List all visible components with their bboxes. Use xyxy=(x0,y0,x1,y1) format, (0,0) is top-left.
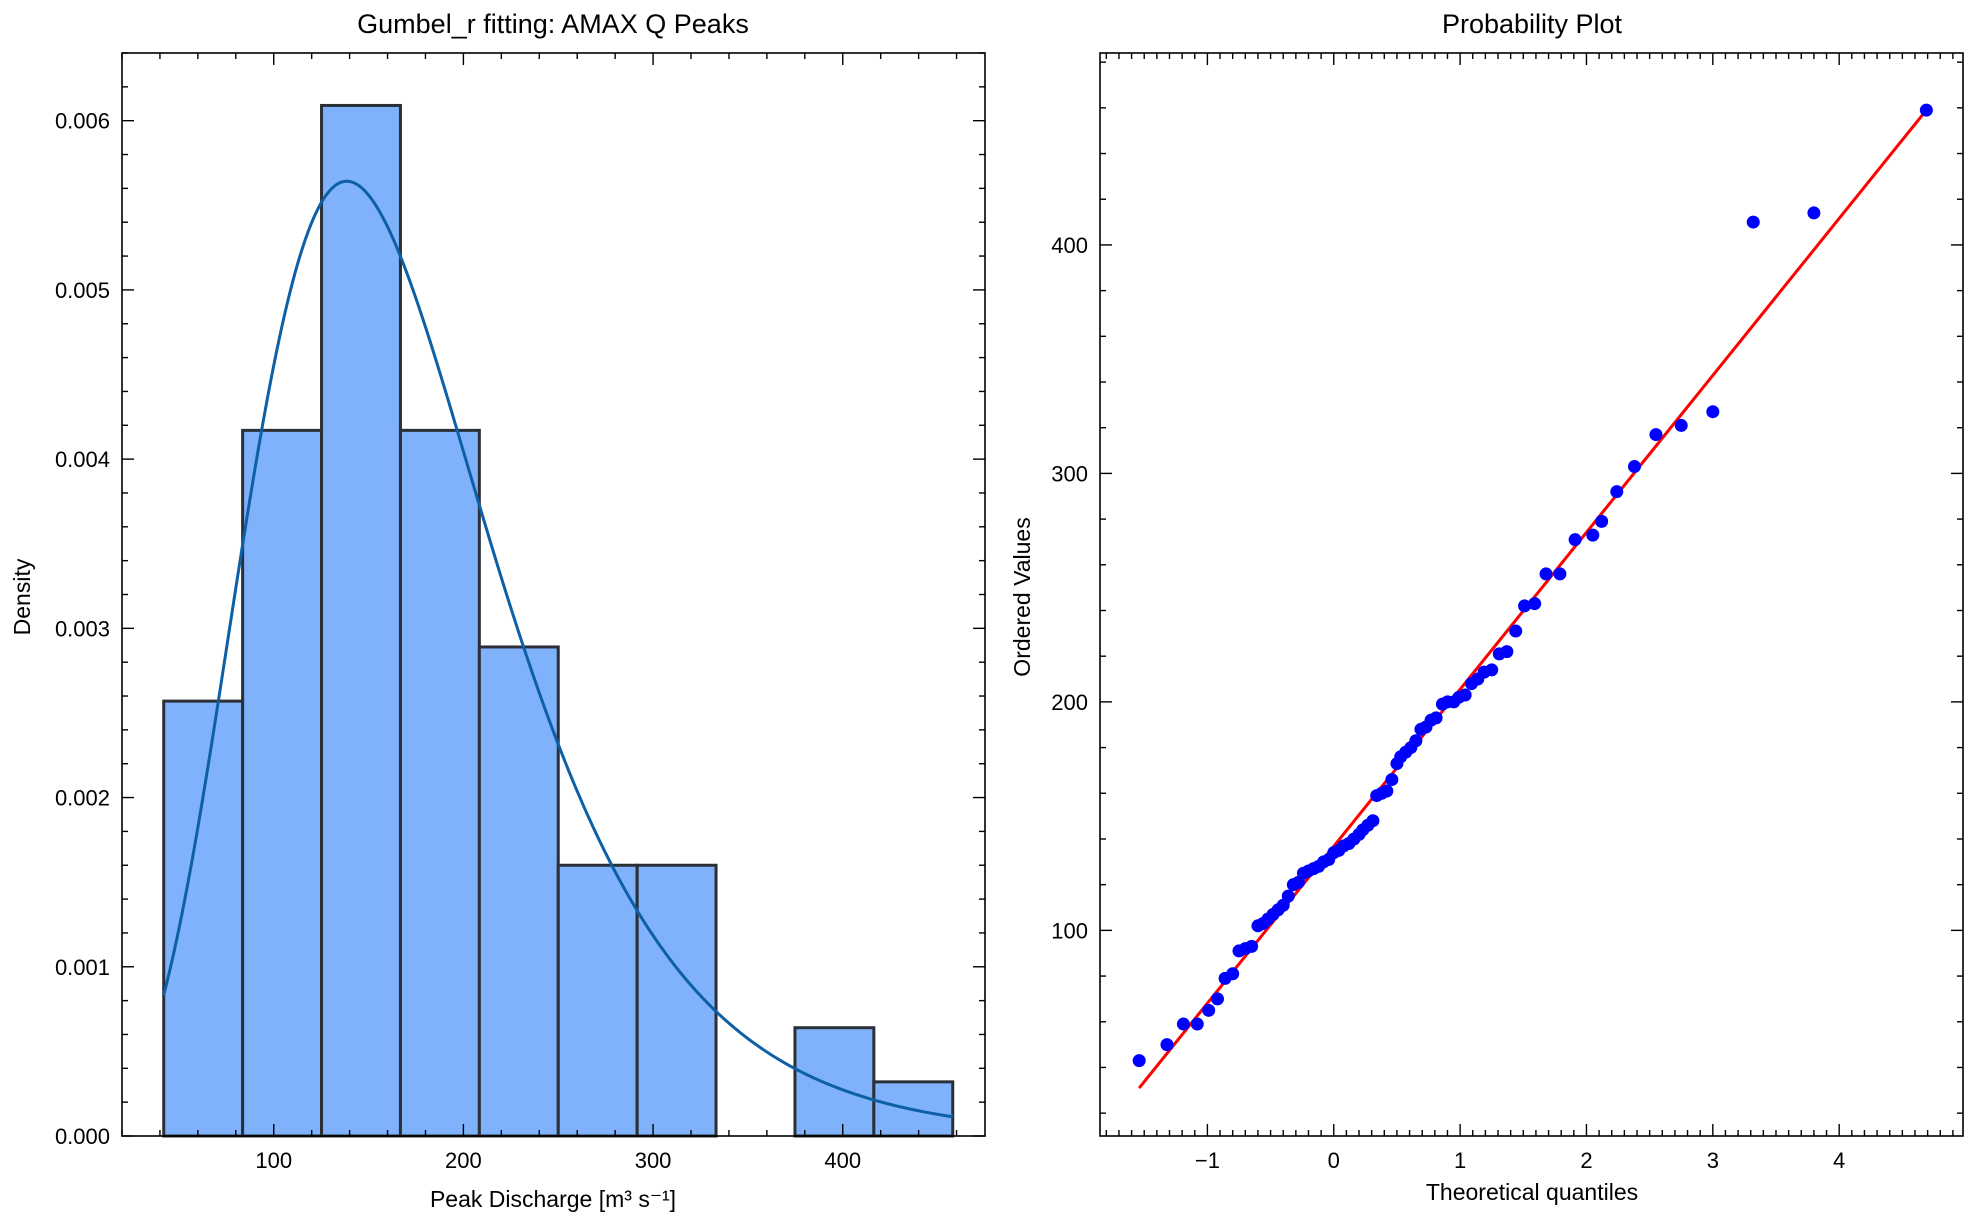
probability-point xyxy=(1539,567,1553,581)
histogram-x-tick-label: 300 xyxy=(635,1148,672,1173)
probability-point xyxy=(1746,215,1760,229)
probability-y-tick-label: 100 xyxy=(1051,918,1088,943)
probability-ticks: −1 0 1 2 3 4 100 200 300 400 xyxy=(1051,53,1963,1173)
probability-point xyxy=(1553,567,1567,581)
probability-point xyxy=(1568,533,1582,547)
histogram-y-tick-label: 0.000 xyxy=(55,1124,110,1149)
probability-point xyxy=(1706,405,1720,419)
probability-point xyxy=(1226,967,1240,981)
histogram-bar-3 xyxy=(320,103,402,1138)
probability-point xyxy=(1528,597,1542,611)
histogram-bar-5 xyxy=(477,645,560,1138)
histogram-bar-9 xyxy=(793,1026,876,1138)
histogram-y-tick-label: 0.006 xyxy=(55,109,110,134)
probability-point xyxy=(1458,688,1472,702)
histogram-y-tick-label: 0.004 xyxy=(55,447,110,472)
probability-subplot: Probability Plot −1 0 1 2 3 4 100 200 300 400 Ord… xyxy=(1009,9,1964,1205)
probability-point xyxy=(1245,939,1259,953)
histogram-bar-7 xyxy=(635,863,718,1138)
probability-x-tick-label: 0 xyxy=(1328,1148,1340,1173)
histogram-y-tick-label: 0.003 xyxy=(55,616,110,641)
histogram-bar-2 xyxy=(241,428,324,1138)
probability-x-tick-label: 4 xyxy=(1833,1148,1845,1173)
gumbel-fit-curve xyxy=(162,179,953,1119)
probability-point xyxy=(1132,1054,1146,1068)
histogram-x-tick-label: 100 xyxy=(255,1148,292,1173)
histogram-bars xyxy=(162,103,955,1138)
probability-points xyxy=(1132,103,1933,1068)
probability-x-tick-label: 3 xyxy=(1707,1148,1719,1173)
histogram-y-axis-label: Density xyxy=(9,558,35,635)
histogram-y-tick-label: 0.005 xyxy=(55,278,110,303)
probability-title: Probability Plot xyxy=(1442,9,1623,39)
histogram-y-tick-label: 0.002 xyxy=(55,786,110,811)
probability-point xyxy=(1160,1038,1174,1052)
probability-axes-frame xyxy=(1099,52,1964,1137)
histogram-bar-6 xyxy=(556,863,639,1138)
probability-point xyxy=(1518,599,1532,613)
probability-point xyxy=(1649,428,1663,442)
probability-x-tick-label: 1 xyxy=(1454,1148,1466,1173)
probability-x-tick-label: 2 xyxy=(1580,1148,1592,1173)
histogram-x-tick-label: 200 xyxy=(445,1148,482,1173)
probability-y-axis-label: Ordered Values xyxy=(1009,517,1035,676)
probability-point xyxy=(1586,528,1600,542)
probability-point xyxy=(1281,889,1295,903)
histogram-x-tick-label: 400 xyxy=(824,1148,861,1173)
probability-point xyxy=(1509,624,1523,638)
probability-y-tick-label: 300 xyxy=(1051,461,1088,486)
probability-point xyxy=(1485,663,1499,677)
probability-point xyxy=(1627,460,1641,474)
probability-point xyxy=(1807,206,1821,220)
histogram-bar-1 xyxy=(162,699,245,1138)
probability-point xyxy=(1211,992,1225,1006)
histogram-axes-frame xyxy=(121,52,986,1137)
probability-point xyxy=(1190,1017,1204,1031)
probability-point xyxy=(1429,711,1443,725)
probability-point xyxy=(1202,1003,1216,1017)
probability-point xyxy=(1610,485,1624,499)
probability-point xyxy=(1500,645,1514,659)
histogram-y-tick-label: 0.001 xyxy=(55,955,110,980)
probability-point xyxy=(1380,784,1394,798)
probability-point xyxy=(1595,514,1609,528)
probability-point xyxy=(1409,734,1423,748)
probability-point xyxy=(1366,814,1380,828)
probability-point xyxy=(1919,103,1933,117)
probability-x-tick-label: −1 xyxy=(1195,1148,1220,1173)
histogram-x-axis-label: Peak Discharge [m³ s⁻¹] xyxy=(430,1186,676,1212)
probability-point xyxy=(1385,773,1399,787)
histogram-subplot: Gumbel_r fitting: AMAX Q Peaks 100 200 300… xyxy=(9,9,986,1212)
histogram-ticks: 100 200 300 400 0.000 0.001 0.002 0.003 0.004 0.0… xyxy=(55,52,985,1173)
histogram-title: Gumbel_r fitting: AMAX Q Peaks xyxy=(357,9,749,39)
probability-y-tick-label: 200 xyxy=(1051,690,1088,715)
probability-point xyxy=(1176,1017,1190,1031)
probability-x-axis-label: Theoretical quantiles xyxy=(1426,1179,1638,1205)
probability-point xyxy=(1674,418,1688,432)
histogram-bar-4 xyxy=(398,428,481,1138)
probability-y-tick-label: 400 xyxy=(1051,233,1088,258)
